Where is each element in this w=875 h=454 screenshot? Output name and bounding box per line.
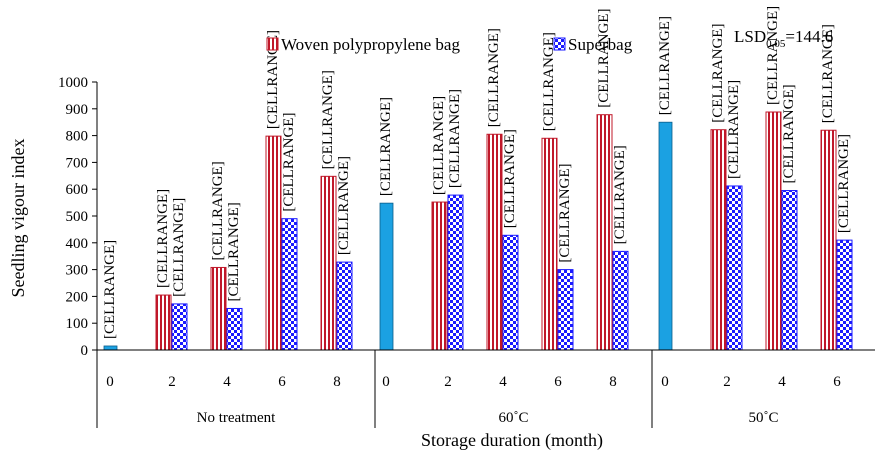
y-tick-label: 100 [66, 316, 89, 332]
y-tick-label: 300 [66, 263, 89, 279]
lsd-annotation: LSD0.05=144.6 [734, 27, 833, 50]
woven-bar [710, 129, 727, 351]
x-tick-label: 8 [609, 374, 617, 390]
legend-swatch-superbag [553, 37, 566, 51]
group-label: No treatment [197, 410, 277, 426]
x-tick-label: 0 [382, 374, 390, 390]
woven-bar [431, 201, 448, 351]
control-bar [658, 121, 673, 351]
superbag-bar [226, 307, 243, 351]
legend-swatch-woven [266, 37, 279, 51]
data-label: [CELLRANGE] [102, 240, 118, 339]
data-label: [CELLRANGE] [431, 96, 447, 195]
y-tick-label: 500 [66, 209, 89, 225]
y-tick-label: 800 [66, 129, 89, 145]
x-tick-label: 4 [778, 374, 786, 390]
y-tick-label: 600 [66, 182, 89, 198]
superbag-bar [336, 261, 353, 351]
x-tick-label: 4 [499, 374, 507, 390]
y-axis-title: Seedling vigour index [8, 139, 28, 298]
data-label: [CELLRANGE] [557, 163, 573, 262]
x-tick-label: 0 [661, 374, 669, 390]
y-tick-label: 200 [66, 289, 89, 305]
data-label: [CELLRANGE] [210, 161, 226, 260]
y-tick-label: 0 [81, 343, 89, 359]
data-label: [CELLRANGE] [155, 189, 171, 288]
data-label: [CELLRANGE] [281, 113, 297, 212]
legend-label-superbag: Superbag [568, 35, 633, 54]
superbag-bar [836, 239, 853, 351]
data-label: [CELLRANGE] [541, 32, 557, 131]
superbag-bar [171, 303, 188, 351]
data-label: [CELLRANGE] [820, 24, 836, 123]
y-tick-label: 1000 [58, 75, 88, 91]
superbag-bar [726, 185, 743, 351]
woven-bar [765, 111, 782, 351]
data-label: [CELLRANGE] [320, 70, 336, 169]
y-tick-label: 900 [66, 102, 89, 118]
x-tick-label: 6 [554, 374, 562, 390]
woven-bar [541, 137, 558, 351]
x-axis-title: Storage duration (month) [421, 430, 603, 451]
y-tick-label: 400 [66, 236, 89, 252]
legend-label-woven: Woven polypropylene bag [281, 35, 460, 54]
data-label: [CELLRANGE] [336, 156, 352, 255]
data-label: [CELLRANGE] [226, 202, 242, 301]
x-tick-label: 6 [278, 374, 286, 390]
woven-bar [820, 129, 837, 351]
x-tick-label: 2 [444, 374, 452, 390]
data-label: [CELLRANGE] [726, 80, 742, 179]
data-label: [CELLRANGE] [171, 198, 187, 297]
data-label: [CELLRANGE] [710, 24, 726, 123]
control-bar [379, 202, 394, 351]
data-label: [CELLRANGE] [502, 129, 518, 228]
data-label: [CELLRANGE] [378, 97, 394, 196]
group-label: 60˚C [499, 410, 529, 426]
data-label: [CELLRANGE] [612, 145, 628, 244]
data-label: [CELLRANGE] [781, 84, 797, 183]
x-tick-label: 6 [833, 374, 841, 390]
woven-bar [596, 114, 613, 351]
woven-bar [320, 175, 337, 351]
x-tick-label: 8 [333, 374, 341, 390]
x-tick-label: 2 [723, 374, 731, 390]
superbag-bar [447, 194, 464, 351]
control-bar [103, 345, 118, 351]
x-tick-label: 0 [106, 374, 114, 390]
data-label: [CELLRANGE] [447, 89, 463, 188]
superbag-bar [281, 218, 298, 351]
group-label: 50˚C [749, 410, 779, 426]
superbag-bar [557, 269, 574, 351]
x-tick-label: 2 [168, 374, 176, 390]
data-label: [CELLRANGE] [657, 16, 673, 115]
woven-bar [265, 135, 282, 351]
y-tick-label: 700 [66, 155, 89, 171]
data-label: [CELLRANGE] [836, 134, 852, 233]
superbag-bar [502, 234, 519, 351]
x-tick-label: 4 [223, 374, 231, 390]
data-label: [CELLRANGE] [265, 30, 281, 129]
woven-bar [210, 266, 227, 351]
data-label: [CELLRANGE] [596, 9, 612, 108]
data-label: [CELLRANGE] [765, 6, 781, 105]
superbag-bar [781, 190, 798, 351]
woven-bar [486, 133, 503, 351]
superbag-bar [612, 250, 629, 351]
data-label: [CELLRANGE] [486, 28, 502, 127]
woven-bar [155, 294, 172, 351]
